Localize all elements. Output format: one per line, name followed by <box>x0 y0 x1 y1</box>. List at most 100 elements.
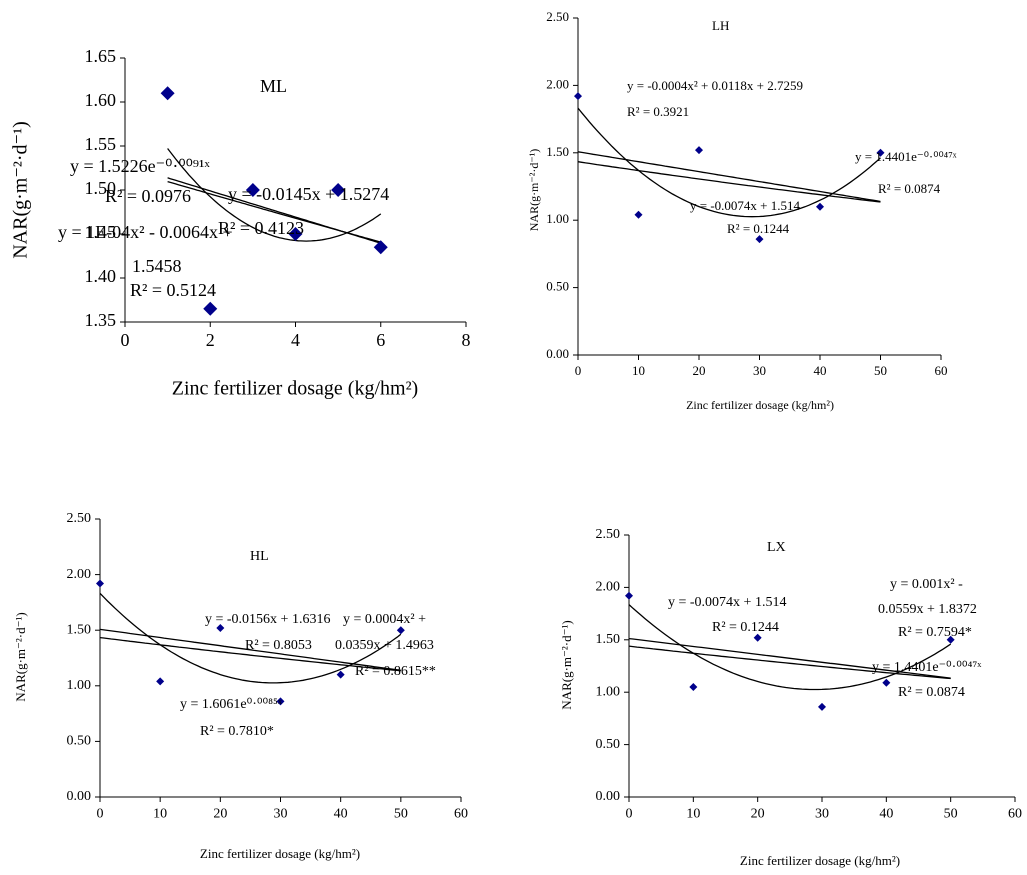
trendline <box>577 151 881 203</box>
x-tick-label: 60 <box>935 363 948 378</box>
x-axis-label: Zinc fertilizer dosage (kg/hm²) <box>200 846 360 861</box>
panel: 0.00 0.50 1.00 1.50 2.00 2.50 0 10 20 30 40 50 60 HL Z… <box>13 511 468 861</box>
y-tick-label: 1.45 <box>85 222 117 242</box>
data-point <box>156 677 165 686</box>
trend-equation: y = 0.001x² - <box>890 577 963 592</box>
data-point <box>160 86 175 101</box>
panel-title: LX <box>767 540 786 555</box>
x-tick-label: 10 <box>632 363 645 378</box>
x-tick-label: 20 <box>751 807 765 822</box>
data-point <box>816 202 824 211</box>
trendline <box>628 637 951 679</box>
y-axis-label: NAR(g·m⁻²·d⁻¹) <box>10 121 32 259</box>
y-tick-label: 1.00 <box>67 678 92 693</box>
data-point <box>396 626 405 635</box>
y-tick-label: 0.00 <box>67 789 92 804</box>
trend-equation: y = 0.0004x² + <box>343 612 426 627</box>
x-tick-label: 40 <box>879 807 893 822</box>
trendline <box>628 645 951 680</box>
x-tick-label: 2 <box>206 330 215 350</box>
y-tick-label: 1.55 <box>85 134 117 154</box>
trend-equation: R² = 0.3921 <box>627 104 689 119</box>
x-axis-label: Zinc fertilizer dosage (kg/hm²) <box>172 378 418 400</box>
data-point <box>634 210 643 219</box>
y-tick-label: 1.00 <box>596 684 621 699</box>
trend-equation: R² = 0.0874 <box>878 181 941 196</box>
data-point <box>336 670 345 679</box>
trendline <box>167 180 381 243</box>
trendline <box>99 636 401 672</box>
trend-equation: 1.5458 <box>132 256 182 276</box>
trend-equation: R² = 0.4123 <box>218 218 304 238</box>
x-tick-label: 0 <box>575 363 582 378</box>
panel-title: LH <box>712 18 729 33</box>
y-tick-label: 1.40 <box>85 266 117 286</box>
data-point <box>946 635 955 644</box>
panel: 0.00 0.50 1.00 1.50 2.00 2.50 0 10 20 30 40 50 60 LX Z… <box>559 527 1022 868</box>
x-tick-label: 4 <box>291 330 300 350</box>
data-point <box>203 301 218 316</box>
trendline <box>577 107 881 218</box>
trend-equation: R² = 0.7594* <box>898 625 972 640</box>
y-tick-label: 1.00 <box>546 211 569 226</box>
x-tick-label: 0 <box>626 807 633 822</box>
data-point <box>755 235 764 244</box>
trend-equation: y = 1.5226e⁻⁰·⁰⁰⁹¹ˣ <box>70 156 210 176</box>
x-tick-label: 20 <box>213 807 227 822</box>
panel-title: ML <box>260 76 287 96</box>
x-axis-label: Zinc fertilizer dosage (kg/hm²) <box>686 398 834 412</box>
panel-title: HL <box>250 549 269 564</box>
trend-equation: y = 1.4401e⁻⁰·⁰⁰⁴⁷ˣ <box>855 149 957 164</box>
x-axis-label: Zinc fertilizer dosage (kg/hm²) <box>740 853 900 868</box>
y-tick-label: 0.00 <box>596 789 621 804</box>
trendline <box>628 604 952 691</box>
trend-equation: y = 1.6061e⁰·⁰⁰⁸⁵ˣ <box>180 697 283 712</box>
y-tick-label: 1.35 <box>85 310 117 330</box>
trend-equation: R² = 0.5124 <box>130 280 216 300</box>
data-point <box>96 579 104 588</box>
x-tick-label: 6 <box>376 330 385 350</box>
x-tick-label: 30 <box>274 807 288 822</box>
y-tick-label: 2.00 <box>67 567 92 582</box>
data-point <box>245 183 260 197</box>
y-tick-label: 2.00 <box>596 580 621 595</box>
y-tick-label: 1.60 <box>85 90 117 110</box>
trend-equation: y = -0.0074x + 1.514 <box>690 198 800 213</box>
x-tick-label: 10 <box>153 807 167 822</box>
y-tick-label: 2.00 <box>546 76 569 91</box>
x-tick-label: 60 <box>454 807 468 822</box>
data-point <box>876 148 885 157</box>
trend-equation: y = -0.0074x + 1.514 <box>668 595 786 610</box>
panel: 0.00 0.50 1.00 1.50 2.00 2.50 0 10 20 30 40 50 60 LH Z… <box>527 9 957 412</box>
trend-equation: R² = 0.8053 <box>245 638 312 653</box>
trendline <box>167 148 382 242</box>
data-point <box>882 678 891 687</box>
y-axis-label: NAR(g·m⁻²·d⁻¹) <box>13 612 28 701</box>
trend-equation: y = 1.4401e⁻⁰·⁰⁰⁴⁷ˣ <box>872 660 982 675</box>
y-tick-label: 0.50 <box>596 737 621 752</box>
data-point <box>753 633 762 642</box>
trendline <box>99 592 402 684</box>
y-tick-label: 2.50 <box>596 527 621 542</box>
y-tick-label: 2.50 <box>546 9 569 24</box>
x-tick-label: 0 <box>97 807 104 822</box>
x-tick-label: 50 <box>874 363 887 378</box>
data-point <box>574 92 582 101</box>
trend-equation: y = -0.0004x² + 0.0118x + 2.7259 <box>627 78 803 93</box>
x-tick-label: 30 <box>753 363 766 378</box>
y-tick-label: 2.50 <box>67 511 92 526</box>
y-tick-label: 0.50 <box>67 734 92 749</box>
y-tick-label: 1.50 <box>546 144 569 159</box>
panel: 1.35 1.40 1.45 1.50 1.55 1.60 1.65 0 2 4 6 8 ML Zinc … <box>10 46 471 399</box>
trend-equation: R² = 0.1244 <box>727 221 790 236</box>
data-point <box>331 183 346 197</box>
x-tick-label: 0 <box>121 330 130 350</box>
x-tick-label: 8 <box>462 330 471 350</box>
trend-equation: y = 1E-04x² - 0.0064x + <box>58 222 233 242</box>
y-axis-label: NAR(g·m⁻²·d⁻¹) <box>527 149 541 232</box>
y-axis-label: NAR(g·m⁻²·d⁻¹) <box>559 620 574 709</box>
y-tick-label: 1.50 <box>67 622 92 637</box>
trend-equation: R² = 0.0976 <box>105 186 191 206</box>
